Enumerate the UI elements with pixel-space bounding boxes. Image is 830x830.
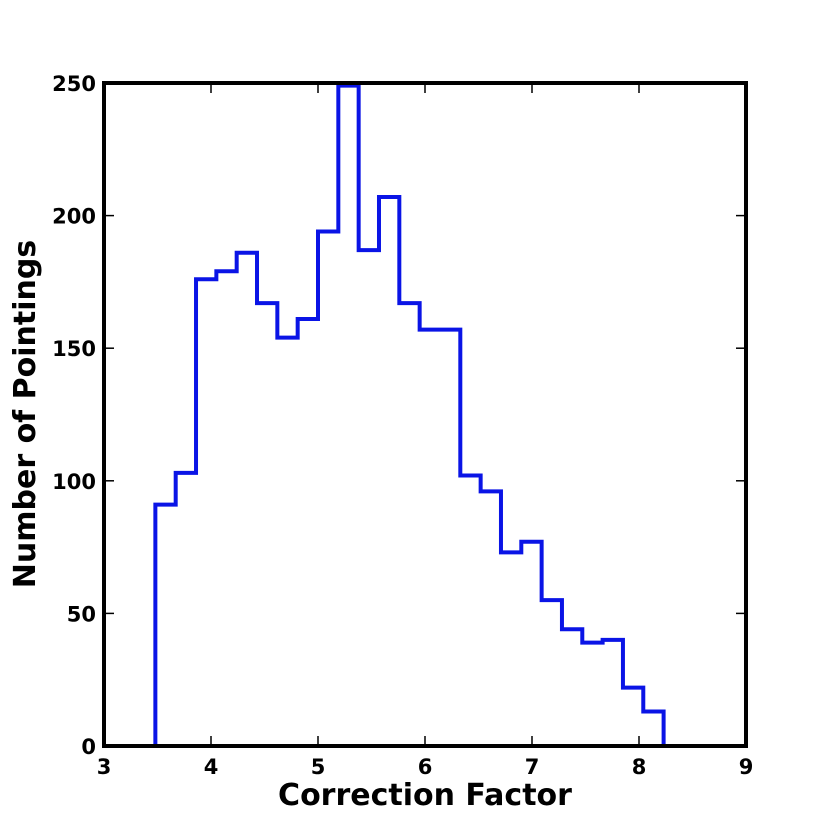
x-axis-label: Correction Factor [278, 778, 572, 813]
y-tick-label: 0 [81, 735, 96, 759]
y-axis-label: Number of Pointings [8, 240, 43, 588]
x-tick-label: 4 [204, 755, 219, 779]
tick-labels: 3 4 5 6 7 8 9 0 50 100 150 200 250 [52, 72, 753, 779]
histogram-series-line [153, 83, 666, 746]
x-tick-label: 9 [739, 755, 754, 779]
plot-frame [102, 81, 748, 748]
x-tick-label: 8 [632, 755, 647, 779]
x-tick-label: 3 [97, 755, 112, 779]
plot-background [104, 83, 746, 746]
x-tick-label: 7 [525, 755, 540, 779]
x-tick-label: 6 [418, 755, 433, 779]
y-tick-label: 50 [67, 602, 96, 626]
x-tick-label: 5 [311, 755, 326, 779]
y-tick-label: 200 [52, 205, 96, 229]
y-tick-label: 100 [52, 470, 96, 494]
y-tick-label: 250 [52, 72, 96, 96]
y-tick-label: 150 [52, 337, 96, 361]
